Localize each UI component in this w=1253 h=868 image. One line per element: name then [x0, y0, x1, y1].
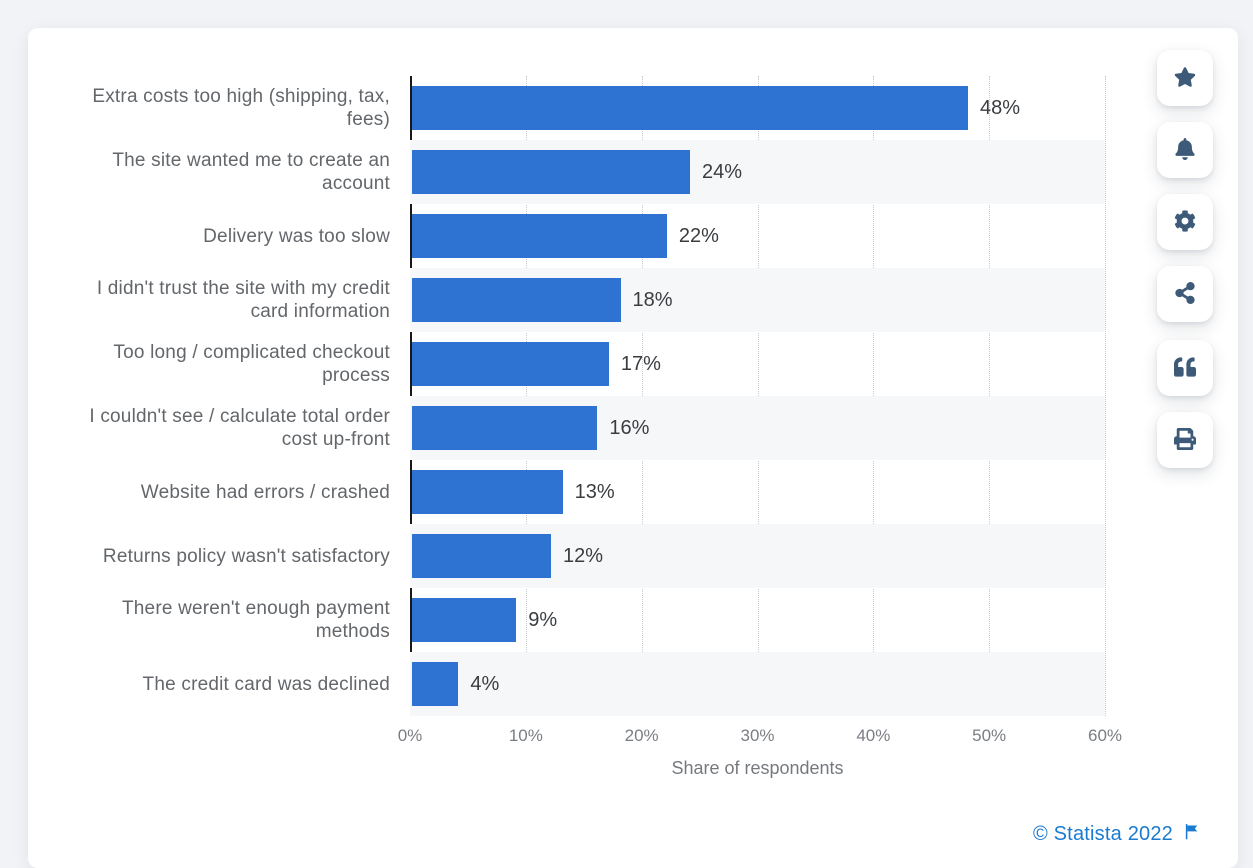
- favorite-button[interactable]: [1157, 50, 1213, 106]
- bar-chart: Share of respondents Extra costs too hig…: [56, 76, 1122, 788]
- bar: [412, 278, 621, 322]
- category-label: The site wanted me to create an account: [112, 150, 390, 194]
- category-label: Returns policy wasn't satisfactory: [102, 545, 390, 567]
- bar: [412, 662, 459, 706]
- bell-icon: [1174, 137, 1196, 163]
- value-label: 24%: [702, 161, 743, 183]
- x-axis-title: Share of respondents: [671, 758, 844, 778]
- value-label: 16%: [609, 417, 650, 439]
- value-label: 22%: [678, 225, 719, 247]
- value-label: 9%: [528, 609, 558, 631]
- gridline: [1105, 76, 1106, 716]
- quote-icon: [1174, 356, 1196, 381]
- row-stripe: [410, 652, 1105, 716]
- category-label: There weren't enough payment methods: [121, 598, 390, 642]
- gear-icon: [1174, 209, 1196, 235]
- x-tick: 40%: [856, 726, 891, 745]
- settings-button[interactable]: [1157, 194, 1213, 250]
- category-label: Extra costs too high (shipping, tax, fee…: [92, 86, 390, 130]
- printer-icon: [1174, 427, 1196, 453]
- bar: [412, 406, 598, 450]
- category-label: I couldn't see / calculate total order c…: [89, 406, 390, 450]
- x-tick: 20%: [624, 726, 659, 745]
- print-button[interactable]: [1157, 412, 1213, 468]
- value-label: 48%: [980, 97, 1021, 119]
- value-label: 18%: [632, 289, 673, 311]
- bar: [412, 150, 690, 194]
- category-label: I didn't trust the site with my credit c…: [96, 278, 390, 322]
- bar: [412, 86, 968, 130]
- x-tick: 0%: [397, 726, 423, 745]
- value-label: 13%: [574, 481, 615, 503]
- x-tick: 30%: [740, 726, 775, 745]
- bar: [412, 342, 609, 386]
- statista-copyright-link[interactable]: © Statista 2022: [1032, 822, 1173, 845]
- category-label: The credit card was declined: [142, 673, 390, 695]
- star-icon: [1174, 66, 1196, 91]
- category-label: Too long / complicated checkout process: [113, 342, 390, 386]
- notifications-button[interactable]: [1157, 122, 1213, 178]
- value-label: 17%: [620, 353, 661, 375]
- chart-card: Share of respondents Extra costs too hig…: [28, 28, 1238, 868]
- x-tick: 50%: [972, 726, 1007, 745]
- x-tick: 60%: [1087, 726, 1123, 745]
- bar: [412, 534, 551, 578]
- share-button[interactable]: [1157, 266, 1213, 322]
- category-label: Delivery was too slow: [203, 225, 390, 247]
- cite-button[interactable]: [1157, 340, 1213, 396]
- bar: [412, 214, 667, 258]
- category-label: Website had errors / crashed: [140, 481, 390, 503]
- report-flag-icon[interactable]: [1183, 822, 1200, 846]
- value-label: 12%: [563, 545, 604, 567]
- bar: [412, 470, 563, 514]
- x-tick: 10%: [508, 726, 543, 745]
- copyright: © Statista 2022: [1033, 822, 1200, 846]
- bar: [412, 598, 517, 642]
- value-label: 4%: [470, 673, 500, 695]
- share-icon: [1174, 281, 1196, 307]
